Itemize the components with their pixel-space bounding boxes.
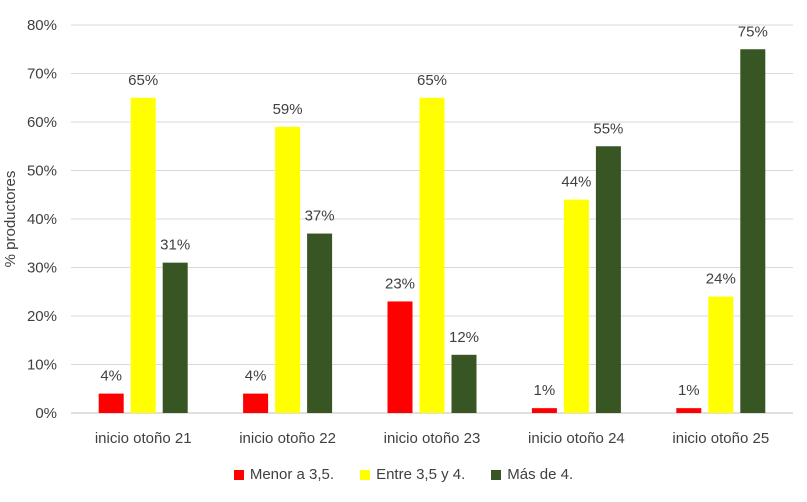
bar [451,354,477,413]
data-label: 75% [738,23,768,40]
legend-swatch-yellow [360,469,371,480]
bar [387,301,413,413]
data-label: 1% [678,382,700,399]
data-label: 59% [273,101,303,118]
bar [676,408,702,413]
bar [98,393,124,413]
x-tick-label: inicio otoño 24 [528,430,625,447]
y-tick-label: 30% [27,260,57,277]
data-labels: 4% 65% 31% 4% 59% 37% 23% 65% 12% 1% 44% 55% 1% 24% 75… [100,23,767,399]
data-label: 23% [385,275,415,292]
y-axis-label: % productores [2,171,19,268]
bar [708,296,734,413]
data-label: 65% [417,72,447,89]
data-label: 37% [305,208,335,225]
y-tick-label: 40% [27,211,57,228]
y-tick-label: 0% [35,405,57,422]
data-label: 1% [534,382,556,399]
y-tick-label: 50% [27,163,57,180]
data-label: 12% [449,329,479,346]
legend-swatch-green [491,469,502,480]
bar [531,408,557,413]
data-label: 31% [160,237,190,254]
data-label: 55% [593,120,623,137]
bar [740,49,766,413]
x-axis-ticks: inicio otoño 21 inicio otoño 22 inicio oto… [95,430,769,447]
x-tick-label: inicio otoño 23 [384,430,481,447]
legend-item-menor: Menor a 3,5. [233,466,335,483]
legend-label: Más de 4. [507,466,574,483]
legend-label: Entre 3,5 y 4. [376,466,466,483]
y-tick-label: 20% [27,308,57,325]
data-label: 4% [245,368,267,385]
x-tick-label: inicio otoño 21 [95,430,192,447]
bar [307,233,333,413]
y-tick-label: 70% [27,66,57,83]
bars [98,49,766,413]
data-label: 4% [100,368,122,385]
bar [243,393,269,413]
y-tick-label: 80% [27,17,57,34]
y-axis-ticks: 0% 10% 20% 30% 40% 50% 60% 70% 80% [27,17,57,422]
x-tick-label: inicio otoño 22 [239,430,336,447]
legend-label: Menor a 3,5. [249,466,335,483]
bar [419,97,445,413]
x-tick-label: inicio otoño 25 [672,430,769,447]
legend-item-entre: Entre 3,5 y 4. [360,466,465,483]
chart-canvas: 4% 65% 31% 4% 59% 37% 23% 65% 12% 1% 44% 55% 1% 24% 75… [2,17,793,447]
bar [130,97,156,413]
y-tick-label: 60% [27,114,57,131]
data-label: 65% [128,72,158,89]
legend-item-mas: Más de 4. [491,466,573,483]
bar [563,199,589,413]
data-label: 24% [706,271,736,288]
bar [595,146,621,413]
data-label: 44% [561,174,591,191]
legend: Menor a 3,5. Entre 3,5 y 4. Más de 4. [0,466,807,483]
bar [275,126,301,413]
legend-swatch-red [233,469,244,480]
bar [162,262,188,413]
y-tick-label: 10% [27,357,57,374]
